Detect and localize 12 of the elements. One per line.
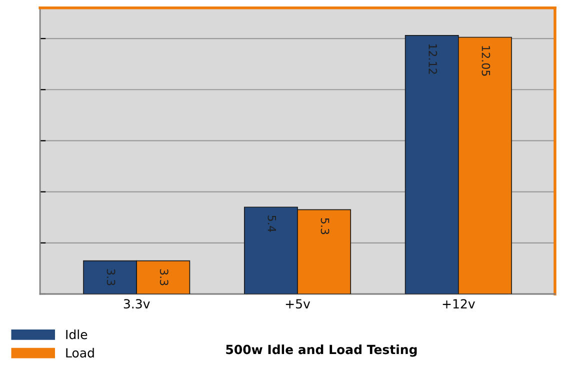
- data-label: 12.05: [482, 46, 490, 76]
- text: 500w Idle and Load Testing: [226, 344, 417, 357]
- legend-label: Idle: [66, 330, 88, 340]
- data-label: 12.12: [428, 44, 438, 74]
- data-label: 5.3: [320, 218, 330, 234]
- x-tick-label: 3.3v: [124, 299, 150, 309]
- x-tick-label: +5v: [286, 299, 310, 309]
- data-label: 5.4: [268, 216, 276, 232]
- legend-label: Load: [66, 348, 94, 358]
- data-label: 3.3: [106, 269, 116, 286]
- data-label: 3.3: [160, 269, 168, 286]
- x-tick-label: +12v: [442, 299, 475, 308]
